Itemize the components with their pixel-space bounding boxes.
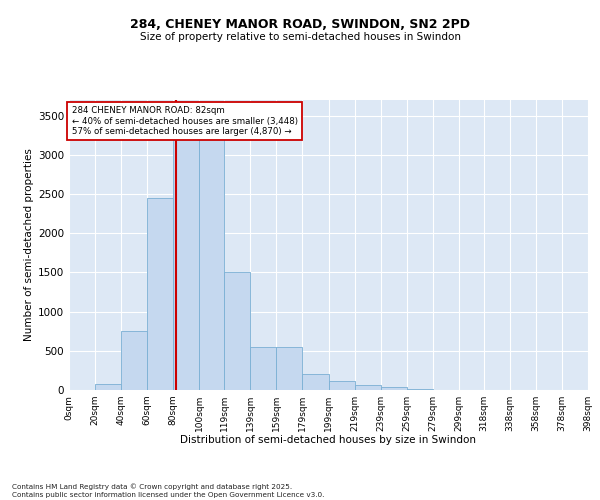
Bar — [147, 198, 173, 390]
Bar — [95, 384, 121, 390]
Bar — [199, 128, 224, 390]
Text: Size of property relative to semi-detached houses in Swindon: Size of property relative to semi-detach… — [139, 32, 461, 42]
Bar — [250, 347, 277, 390]
Bar — [302, 374, 329, 390]
Bar — [121, 331, 147, 390]
Bar — [380, 388, 407, 390]
Text: 284, CHENEY MANOR ROAD, SWINDON, SN2 2PD: 284, CHENEY MANOR ROAD, SWINDON, SN2 2PD — [130, 18, 470, 30]
Bar — [355, 386, 380, 390]
Bar — [173, 128, 199, 390]
Text: Contains HM Land Registry data © Crown copyright and database right 2025.
Contai: Contains HM Land Registry data © Crown c… — [12, 484, 325, 498]
X-axis label: Distribution of semi-detached houses by size in Swindon: Distribution of semi-detached houses by … — [181, 436, 476, 446]
Bar — [329, 382, 355, 390]
Y-axis label: Number of semi-detached properties: Number of semi-detached properties — [24, 148, 34, 342]
Bar — [224, 272, 250, 390]
Bar — [407, 389, 433, 390]
Bar — [277, 347, 302, 390]
Text: 284 CHENEY MANOR ROAD: 82sqm
← 40% of semi-detached houses are smaller (3,448)
5: 284 CHENEY MANOR ROAD: 82sqm ← 40% of se… — [71, 106, 298, 136]
